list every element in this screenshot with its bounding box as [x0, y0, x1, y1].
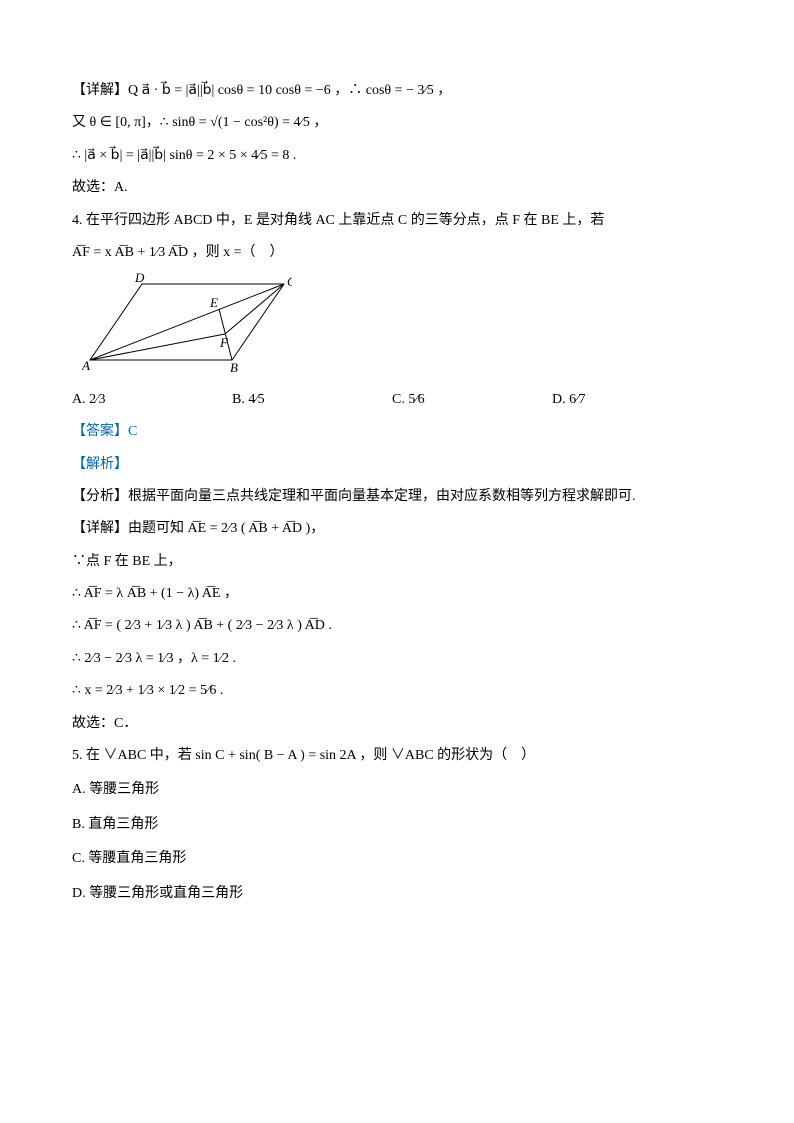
- q4-s1: 【分析】根据平面向量三点共线定理和平面向量基本定理，由对应系数相等列方程求解即可…: [72, 486, 722, 508]
- q4-options: A. 2⁄3 B. 4⁄5 C. 5⁄6 D. 6⁄7: [72, 389, 722, 411]
- q4-figure: A B C D E F: [82, 272, 722, 380]
- q4-s4: ∴ A͞F = λ A͞B + (1 − λ) A͞E ，: [72, 583, 722, 605]
- q4-optB: B. 4⁄5: [232, 389, 392, 411]
- q4-optD: D. 6⁄7: [552, 389, 712, 411]
- q4-optC: C. 5⁄6: [392, 389, 552, 411]
- label-E: E: [209, 295, 218, 310]
- q5-stem: 5. 在 ∨ABC 中，若 sin C + sin( B − A ) = sin…: [72, 745, 722, 767]
- q4-s3: ∵点 F 在 BE 上，: [72, 551, 722, 573]
- q4-s6: ∴ 2⁄3 − 2⁄3 λ = 1⁄3 ，λ = 1⁄2 .: [72, 648, 722, 670]
- q4-analysis-label: 【解析】: [72, 454, 722, 476]
- label-F: F: [219, 335, 229, 350]
- q4-stem1: 4. 在平行四边形 ABCD 中，E 是对角线 AC 上靠近点 C 的三等分点，…: [72, 210, 722, 232]
- q5-optC: C. 等腰直角三角形: [72, 848, 722, 870]
- sol3-l4: 故选：A.: [72, 177, 722, 199]
- label-A: A: [82, 358, 90, 372]
- q4-s5: ∴ A͞F = ( 2⁄3 + 1⁄3 λ ) A͞B + ( 2⁄3 − 2⁄…: [72, 615, 722, 637]
- q4-s2: 【详解】由题可知 A͞E = 2⁄3 ( A͞B + A͞D )，: [72, 518, 722, 540]
- label-B: B: [230, 360, 238, 372]
- parallelogram-diagram: A B C D E F: [82, 272, 292, 372]
- sol3-l3: ∴ |a⃗ × b⃗| = |a⃗||b⃗| sinθ = 2 × 5 × 4⁄…: [72, 145, 722, 167]
- q5-optD: D. 等腰三角形或直角三角形: [72, 883, 722, 905]
- q5-optB: B. 直角三角形: [72, 814, 722, 836]
- sol3-l1: 【详解】Q a⃗ · b⃗ = |a⃗||b⃗| cosθ = 10 cosθ …: [72, 80, 722, 102]
- q4-optA: A. 2⁄3: [72, 389, 232, 411]
- q4-s8: 故选：C．: [72, 713, 722, 735]
- q4-answer: 【答案】C: [72, 421, 722, 443]
- sol3-l2: 又 θ ∈ [0, π]，∴ sinθ = √(1 − cos²θ) = 4⁄5…: [72, 112, 722, 134]
- q4-s7: ∴ x = 2⁄3 + 1⁄3 × 1⁄2 = 5⁄6 .: [72, 680, 722, 702]
- q5-optA: A. 等腰三角形: [72, 779, 722, 801]
- q4-stem2: A͞F = x A͞B + 1⁄3 A͞D ，则 x =（ ）: [72, 242, 722, 264]
- label-C: C: [287, 274, 292, 289]
- label-D: D: [134, 272, 145, 285]
